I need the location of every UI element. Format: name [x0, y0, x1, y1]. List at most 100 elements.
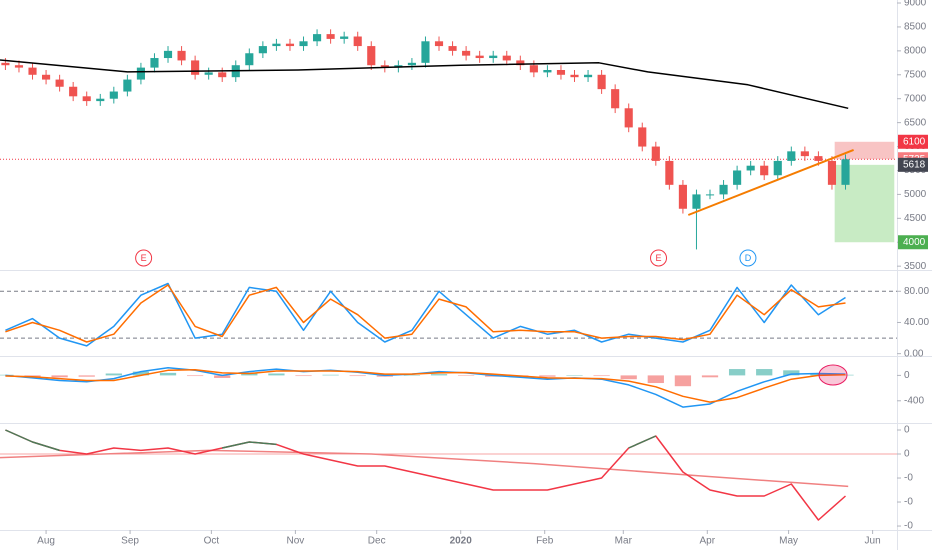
- candle-body: [245, 53, 254, 66]
- series-line: [5, 429, 846, 521]
- histogram-bar: [674, 375, 692, 387]
- y-tick-label: 8500: [904, 22, 927, 33]
- candle-body: [353, 36, 362, 47]
- series-line: [5, 429, 657, 452]
- trend-line: [687, 148, 854, 216]
- candle-body: [597, 74, 606, 90]
- candle-body: [204, 72, 213, 75]
- event-label: E: [141, 253, 147, 263]
- highlight-ellipse: [818, 364, 848, 386]
- candle-body: [462, 50, 471, 56]
- x-tick-label: Nov: [286, 536, 304, 547]
- price-label: 6100: [903, 136, 926, 147]
- candle-body: [678, 184, 687, 209]
- candle-body: [827, 160, 837, 185]
- candle-body: [502, 55, 511, 61]
- event-marker: [739, 249, 757, 267]
- candle-body: [624, 108, 633, 128]
- y-tick-label: 0: [904, 370, 910, 381]
- y-tick-label: -0: [904, 473, 913, 484]
- histogram-bar: [295, 375, 312, 377]
- candle-body: [733, 170, 742, 185]
- candle-body: [109, 91, 118, 99]
- y-tick-label: 9000: [904, 0, 927, 9]
- candle-body: [340, 36, 349, 39]
- histogram-bar: [756, 369, 773, 376]
- series-line: [5, 368, 846, 403]
- candle-body: [55, 79, 64, 87]
- candle-body: [69, 86, 78, 97]
- candle-body: [692, 194, 701, 209]
- candle-body: [150, 58, 159, 68]
- histogram-bar: [457, 375, 475, 376]
- y-tick-label: 8000: [904, 46, 927, 57]
- candle-body: [719, 184, 728, 195]
- candle-body: [258, 46, 267, 54]
- histogram-bar: [322, 374, 339, 376]
- y-tick-label: 7500: [904, 69, 927, 80]
- candle-body: [28, 67, 37, 75]
- x-tick-label: Sep: [121, 536, 139, 547]
- histogram-bar: [268, 373, 285, 376]
- candle-body: [1, 62, 10, 66]
- candle-body: [543, 70, 552, 73]
- candle-body: [583, 74, 593, 78]
- x-tick-label: May: [779, 536, 798, 547]
- y-tick-label: 4500: [904, 213, 927, 224]
- candle-body: [665, 160, 674, 185]
- x-tick-label: Oct: [204, 536, 220, 547]
- candle-body: [516, 60, 525, 66]
- candle-body: [638, 127, 647, 147]
- candle-body: [218, 72, 227, 78]
- price-label: 5618: [903, 159, 926, 170]
- series-line: [5, 282, 846, 347]
- x-tick-label: Mar: [615, 536, 633, 547]
- x-tick-label: Aug: [37, 536, 55, 547]
- candle-body: [380, 65, 389, 68]
- histogram-bar: [241, 373, 258, 376]
- histogram-bar: [159, 372, 177, 376]
- candle-body: [760, 165, 769, 176]
- histogram-bar: [566, 375, 583, 376]
- candle-body: [773, 160, 782, 176]
- price-label-box: [898, 235, 928, 250]
- y-tick-label: 80.00: [904, 286, 929, 297]
- histogram-bar: [647, 375, 664, 384]
- event-marker: [135, 249, 153, 267]
- event-marker: [650, 249, 668, 267]
- candle-body: [705, 194, 715, 196]
- candle-body: [136, 67, 145, 80]
- histogram-bar: [132, 371, 150, 376]
- candle-body: [299, 41, 308, 47]
- candle-body: [191, 60, 200, 75]
- candle-body: [570, 74, 579, 78]
- candle-body: [313, 34, 322, 42]
- candle-body: [651, 146, 660, 161]
- price-label-box: [898, 157, 928, 172]
- histogram-bar: [728, 369, 746, 376]
- histogram-bar: [403, 375, 421, 376]
- price-label: 4000: [903, 237, 926, 248]
- x-tick-label: Dec: [368, 536, 386, 547]
- y-tick-label: -400: [904, 395, 924, 406]
- candle-body: [14, 65, 24, 68]
- candle-body: [746, 165, 755, 171]
- y-tick-label: 0: [904, 449, 910, 460]
- candle-body: [82, 96, 91, 102]
- candle-body: [421, 41, 430, 63]
- x-tick-label: Apr: [700, 536, 716, 547]
- y-tick-label: 6500: [904, 117, 927, 128]
- histogram-bar: [783, 370, 800, 376]
- price-label-box: [898, 134, 928, 149]
- candle-body: [800, 151, 809, 157]
- histogram-bar: [430, 374, 448, 376]
- candle-body: [123, 79, 132, 92]
- x-tick-label: 2020: [450, 536, 473, 547]
- event-label: E: [656, 253, 662, 263]
- candle-body: [787, 151, 796, 161]
- candle-body: [814, 156, 823, 161]
- x-tick-label: Jun: [865, 536, 881, 547]
- histogram-bar: [593, 375, 610, 377]
- histogram-bar: [214, 375, 231, 378]
